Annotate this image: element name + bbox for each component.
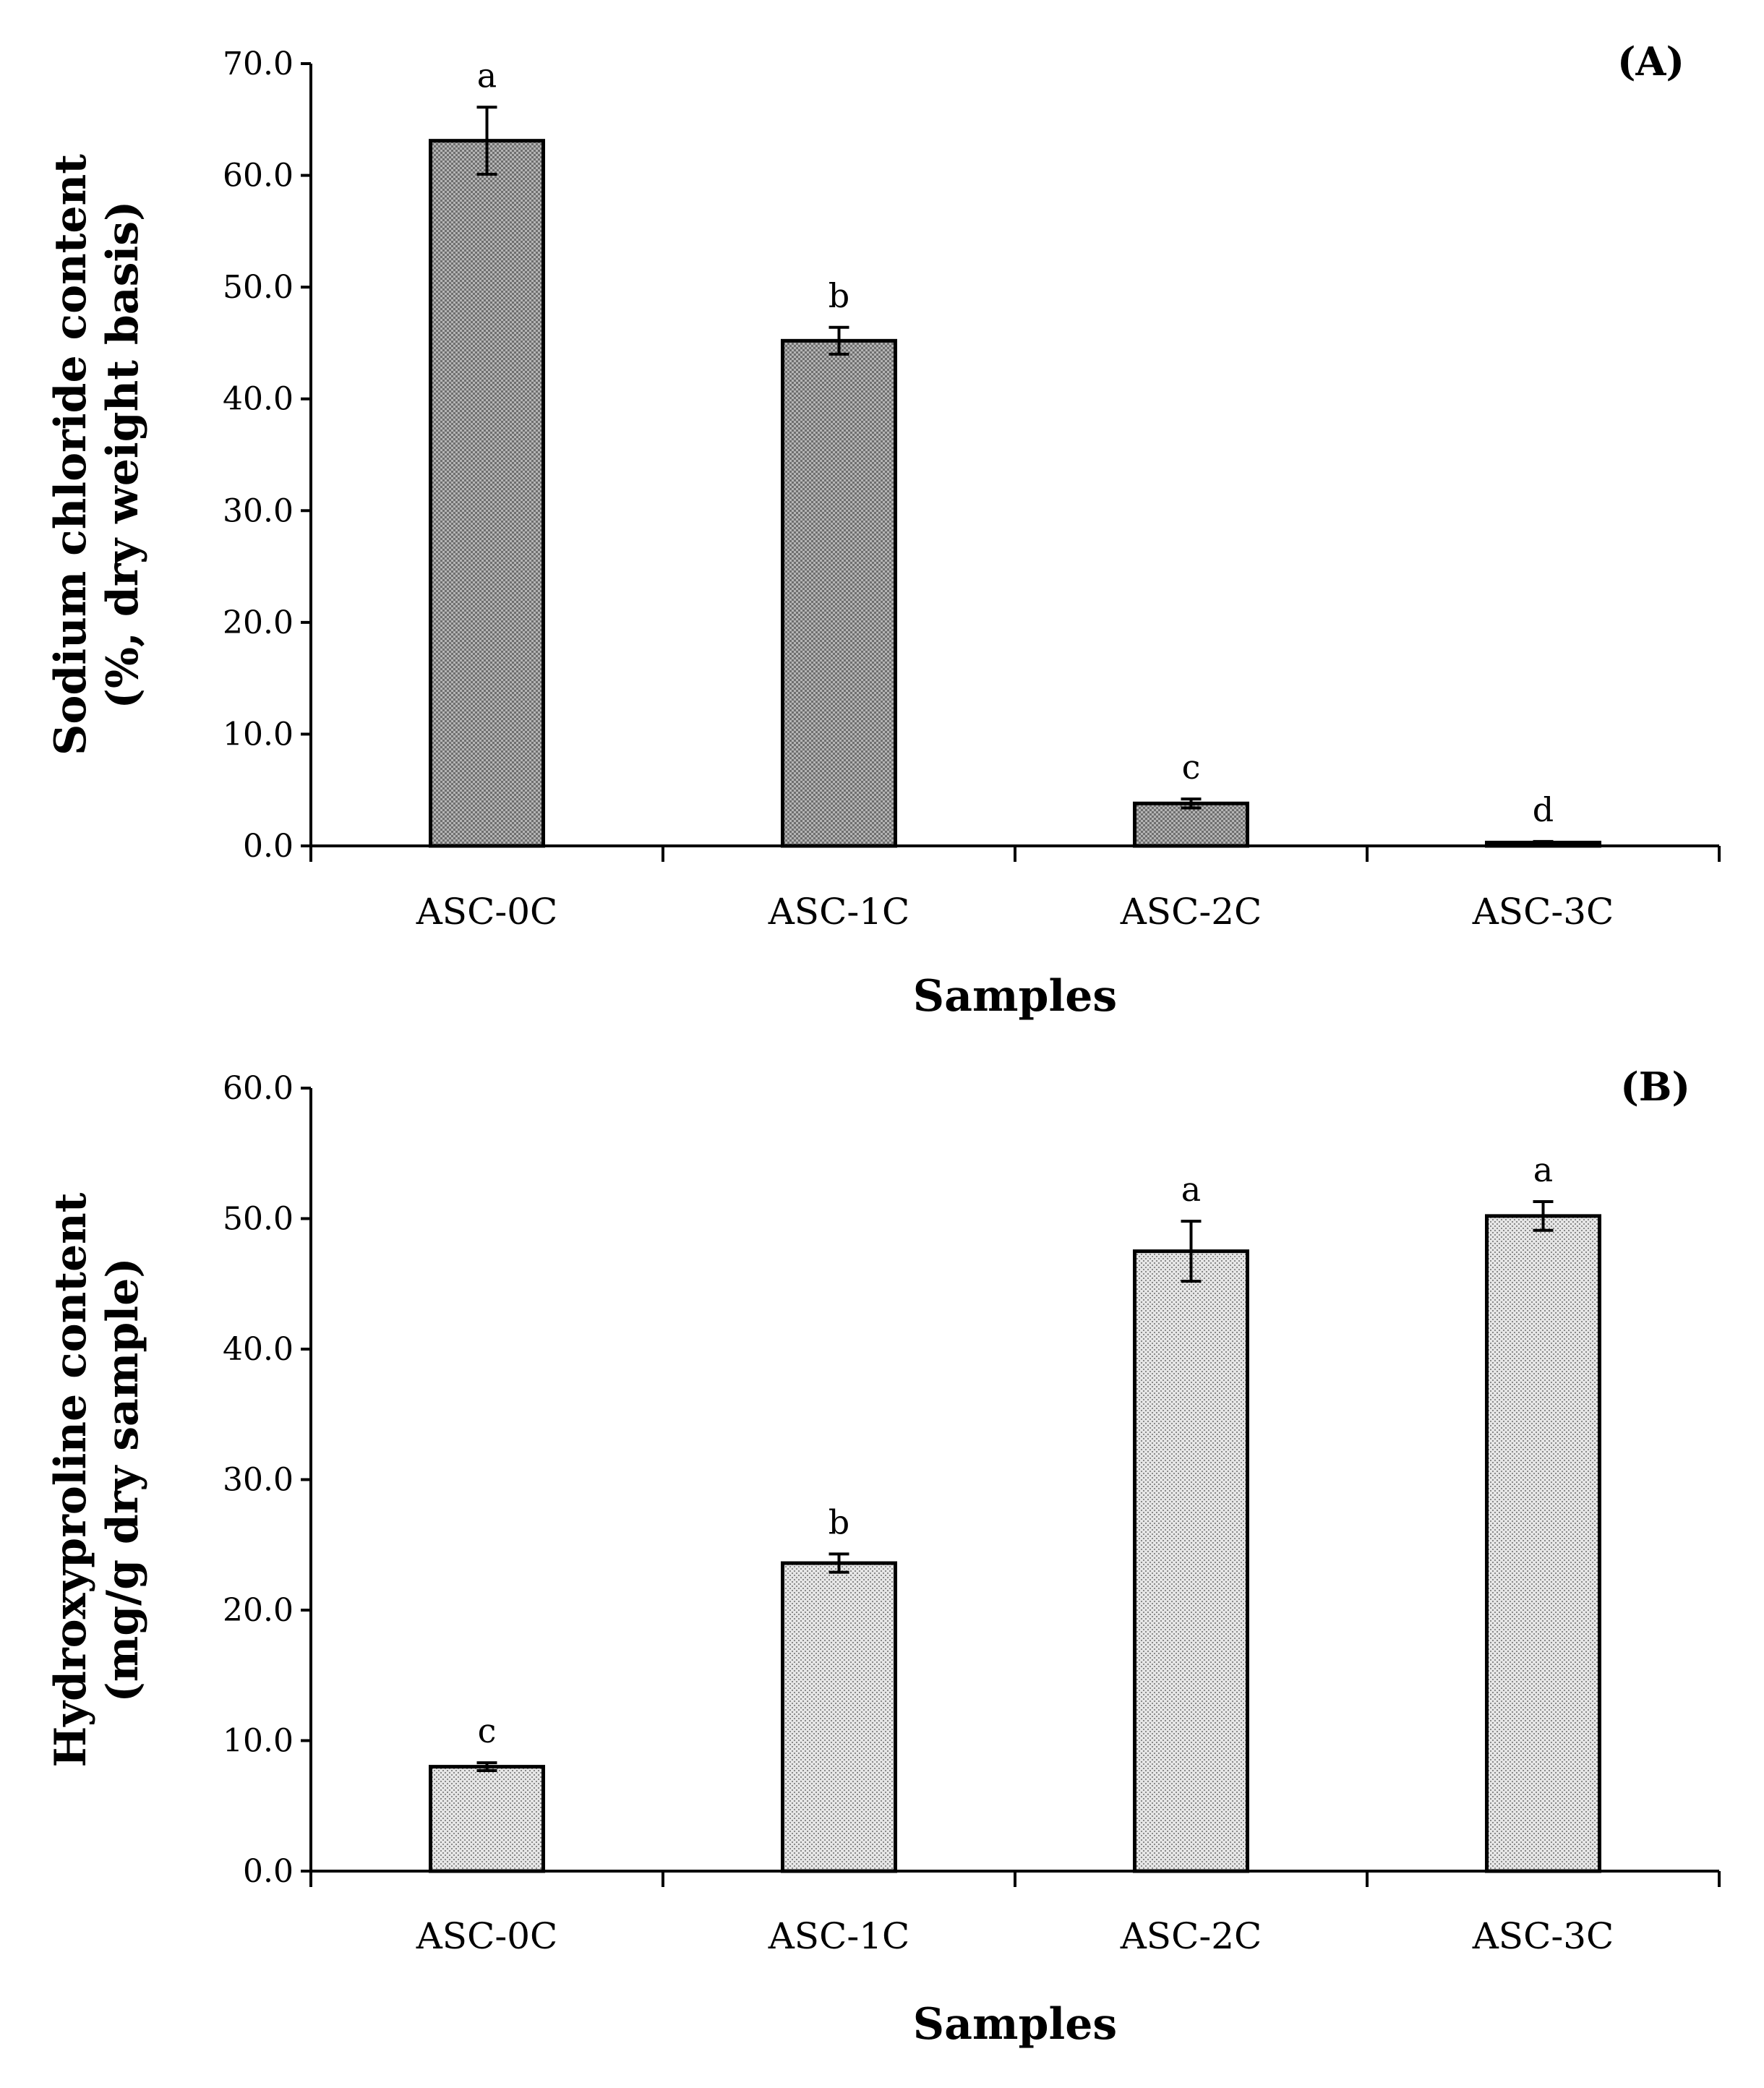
panel-a-chart: 0.0 10.0 20.0 30.0 40.0 50.0 60.0 70.0 a ASC-0C b A…: [46, 38, 1721, 1022]
panel-a-bar: [1133, 801, 1249, 848]
panel-a-bar: [781, 338, 897, 848]
panel-a-y-tick-label: 20.0: [223, 604, 294, 641]
panel-a-y-tick-label: 60.0: [223, 158, 294, 194]
panel-a-y-tick-label: 0.0: [243, 828, 294, 865]
panel-b-significance-letter: a: [1533, 1150, 1553, 1189]
panel-b-significance-letter: a: [1181, 1170, 1201, 1209]
panel-a-x-axis-title: Samples: [913, 971, 1117, 1022]
panel-a-panel-label: (A): [1617, 38, 1684, 85]
panel-b-y-tick-label: 30.0: [223, 1462, 294, 1499]
panel-a-significance-letter: c: [1182, 748, 1201, 787]
panel-b-y-tick-label: 10.0: [223, 1723, 294, 1760]
panel-b-x-axis-title: Samples: [913, 1999, 1117, 2050]
panel-b-y-tick-label: 0.0: [243, 1853, 294, 1890]
panel-b-category-label: ASC-2C: [1120, 1915, 1262, 1957]
panel-a-y-axis-title: Sodium chloride content(%, dry weight ba…: [46, 154, 148, 756]
panel-a-y-tick-label: 50.0: [223, 269, 294, 306]
panel-b-y-axis-title-line: (mg/g dry sample): [98, 1257, 148, 1702]
panel-b-category-label: ASC-1C: [768, 1915, 910, 1957]
panel-b-y-tick-label: 20.0: [223, 1592, 294, 1629]
panel-a-y-tick-label: 70.0: [223, 46, 294, 82]
panel-a-y-tick-label: 10.0: [223, 716, 294, 753]
panel-a-bar: [429, 139, 545, 848]
panel-b-y-tick-label: 40.0: [223, 1331, 294, 1368]
panel-b-chart: 0.0 10.0 20.0 30.0 40.0 50.0 60.0 c ASC-0C b ASC-1…: [46, 1064, 1721, 2050]
panel-a-y-axis-title-line: (%, dry weight basis): [98, 201, 148, 709]
panel-b-bar: [1485, 1214, 1601, 1873]
panel-b-y-tick-label: 60.0: [223, 1070, 294, 1107]
panel-a-y-tick-label: 30.0: [223, 492, 294, 529]
panel-a-significance-letter: a: [477, 56, 497, 95]
panel-b-bar: [781, 1561, 897, 1873]
panel-b-bar: [429, 1765, 545, 1873]
panel-a-category-label: ASC-2C: [1120, 891, 1262, 933]
panel-a-significance-letter: b: [829, 276, 849, 315]
panel-b-y-axis-title: Hydroxyproline content(mg/g dry sample): [46, 1192, 148, 1767]
panel-b-category-label: ASC-0C: [416, 1915, 558, 1957]
panel-a-category-label: ASC-3C: [1472, 891, 1614, 933]
panel-b-category-label: ASC-3C: [1472, 1915, 1614, 1957]
panel-a-significance-letter: d: [1533, 790, 1554, 829]
panel-b-y-axis-title-line: Hydroxyproline content: [46, 1192, 96, 1767]
panel-b-panel-label: (B): [1620, 1064, 1690, 1110]
panel-b-significance-letter: b: [829, 1502, 849, 1541]
panel-b-significance-letter: c: [478, 1711, 497, 1750]
panel-b-y-tick-label: 50.0: [223, 1201, 294, 1238]
panel-a-category-label: ASC-0C: [416, 891, 558, 933]
panel-a-category-label: ASC-1C: [768, 891, 910, 933]
panel-b-bar: [1133, 1249, 1249, 1873]
panel-a-y-tick-label: 40.0: [223, 381, 294, 418]
panel-a-y-axis-title-line: Sodium chloride content: [46, 154, 96, 756]
